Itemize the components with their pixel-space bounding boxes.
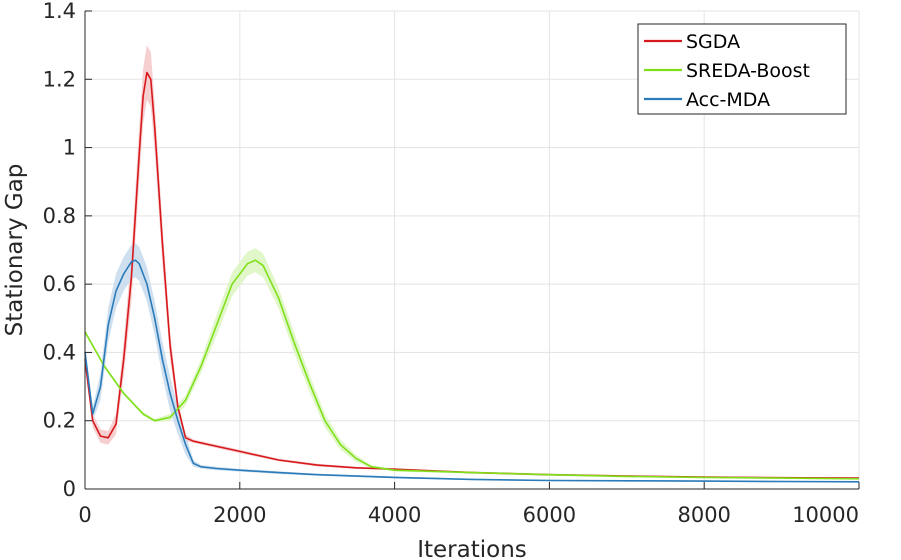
x-axis-title: Iterations	[417, 537, 527, 560]
legend-label: Acc-MDA	[686, 89, 770, 111]
y-tick-label: 0	[63, 477, 76, 501]
y-tick-label: 0.4	[43, 340, 76, 364]
tick-labels: 0 2000 4000 6000 8000 10000 0 0.2 0.4 0.6 0.8 1 1.2 1…	[43, 0, 859, 527]
series-lines	[84, 71, 860, 483]
y-tick-label: 0.2	[43, 409, 76, 433]
y-tick-label: 0.6	[43, 272, 76, 296]
y-tick-label: 1.2	[43, 67, 76, 91]
band-sreda-boost	[85, 248, 859, 480]
legend-label: SREDA-Boost	[686, 60, 810, 82]
axes	[84, 10, 860, 490]
x-tick-label: 10000	[792, 503, 859, 527]
y-axis-title: Stationary Gap	[2, 164, 28, 337]
x-tick-label: 2000	[213, 503, 266, 527]
legend: SGDA SREDA-Boost Acc-MDA	[637, 23, 847, 115]
x-tick-label: 6000	[523, 503, 576, 527]
y-tick-label: 1.4	[43, 0, 76, 23]
series-line-acc-mda	[84, 259, 860, 483]
series-line-sreda-boost	[84, 259, 860, 480]
y-tick-label: 0.8	[43, 204, 76, 228]
x-tick-label: 8000	[677, 503, 730, 527]
confidence-bands	[85, 45, 859, 483]
legend-label: SGDA	[686, 31, 740, 53]
x-tick-label: 0	[78, 503, 91, 527]
x-tick-label: 4000	[368, 503, 421, 527]
y-tick-label: 1	[63, 136, 76, 160]
